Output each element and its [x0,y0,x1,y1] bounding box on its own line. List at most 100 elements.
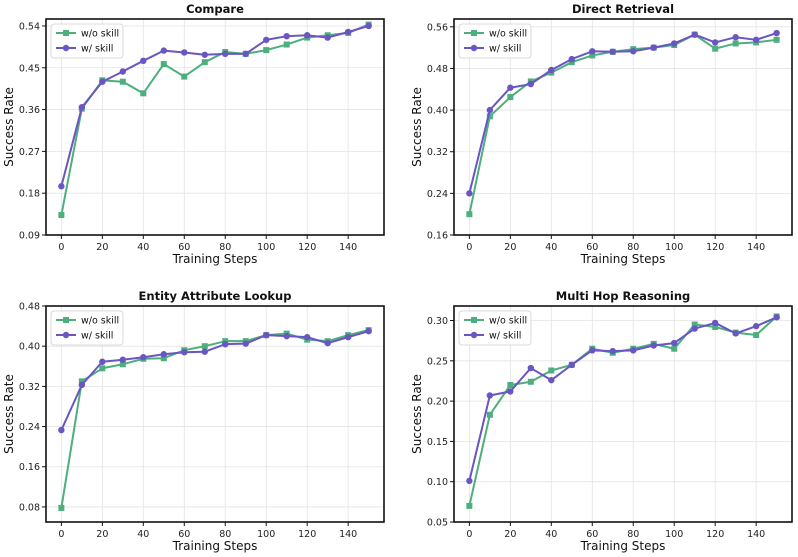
series-wo-skill [466,31,780,218]
x-axis-label: Training Steps [172,539,258,553]
y-tick-label: 0.20 [427,397,448,408]
axes-frame [453,305,793,523]
data-point [752,322,760,330]
x-tick-label: 40 [137,242,149,253]
x-tick-label: 120 [298,242,316,253]
data-point [568,55,575,63]
x-tick-label: 20 [96,242,108,253]
axes-frame [45,305,385,523]
y-axis-label: Success Rate [410,87,424,167]
y-tick-label: 0.30 [427,316,448,327]
data-point [119,356,127,363]
legend-label: w/ skill [489,44,521,55]
x-tick-label: 20 [504,242,516,253]
x-axis-label: Training Steps [580,252,666,266]
series-w-skill [466,29,780,197]
data-point [140,354,147,361]
data-point [283,41,290,48]
data-point [691,321,698,328]
y-tick-label: 0.16 [19,462,40,473]
y-tick-label: 0.48 [427,64,448,75]
data-point [263,331,270,339]
legend-label: w/o skill [489,29,527,40]
data-point [712,45,719,52]
y-tick-label: 0.40 [427,106,448,117]
series-wo-skill [58,327,372,511]
data-point [78,104,86,111]
series-w-skill [466,314,780,485]
axes-frame [453,18,793,236]
data-point [650,342,657,349]
data-point [773,29,780,37]
data-point [303,333,311,341]
legend-marker [63,30,69,36]
legend-marker [470,331,478,339]
legend: w/o skill w/ skill [458,310,532,346]
y-tick-label: 0.54 [19,21,40,32]
y-tick-label: 0.32 [427,147,448,158]
x-tick-label: 80 [627,529,639,540]
data-point [507,84,514,91]
data-point [691,325,698,332]
data-point [486,106,494,114]
y-tick-label: 0.09 [19,231,40,242]
y-axis-label: Success Rate [2,87,16,167]
y-tick-label: 0.16 [427,231,448,242]
series-line [468,316,778,482]
data-point [119,68,127,75]
y-tick-label: 0.36 [19,105,40,116]
data-point [283,332,290,340]
data-point [201,51,208,58]
series-line [60,329,369,509]
legend-label: w/o skill [489,316,527,327]
y-tick-label: 0.48 [19,302,40,313]
data-point [160,61,167,68]
data-point [752,36,760,44]
data-point [527,378,534,385]
x-tick-label: 40 [137,529,149,540]
data-point [630,48,637,55]
y-tick-label: 0.18 [19,189,40,200]
y-tick-label: 0.40 [19,342,40,353]
data-point [242,340,249,347]
data-point [732,330,739,337]
data-point [99,78,106,85]
data-point [181,349,188,356]
x-tick-label: 120 [706,529,724,540]
x-tick-label: 100 [257,529,275,540]
legend-marker [62,331,70,339]
data-point [753,332,760,339]
chart-panel-4: 0 20 40 60 80 100 120 140 0.05 0.10 0.15 0.20 0.25 0.… [410,289,793,553]
data-point [119,361,126,368]
legend-marker [471,317,477,323]
data-point [99,365,106,372]
data-point [609,347,616,355]
legend: w/o skill w/ skill [50,23,124,59]
data-point [466,211,473,218]
data-point [466,502,473,509]
data-point [201,343,208,350]
y-tick-label: 0.08 [19,502,40,513]
x-tick-label: 60 [586,242,598,253]
data-point [263,47,270,54]
data-point [140,57,147,65]
x-tick-label: 120 [706,242,724,253]
legend-label: w/o skill [81,29,119,40]
data-point [99,358,106,365]
y-tick-label: 0.24 [19,422,40,433]
x-axis-label: Training Steps [172,252,258,266]
y-tick-label: 0.25 [427,356,448,367]
y-axis-label: Success Rate [410,374,424,454]
x-tick-label: 60 [178,242,190,253]
y-tick-label: 0.24 [427,189,448,200]
series-w-skill [58,327,372,434]
x-tick-label: 100 [665,529,683,540]
data-point [486,411,493,418]
y-tick-label: 0.27 [19,147,40,158]
data-point [486,392,494,399]
data-point [160,351,167,358]
y-tick-label: 0.10 [427,477,448,488]
data-point [589,347,596,354]
chart-title: Direct Retrieval [572,2,674,16]
